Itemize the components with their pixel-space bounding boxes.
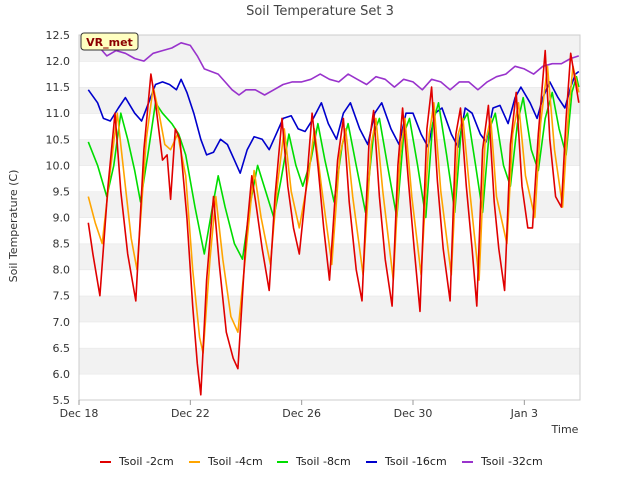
x-tick-label: Dec 26 [282,407,321,420]
grid-band [79,373,580,400]
station-badge-box [80,32,139,51]
legend-label: Tsoil -16cm [384,455,447,468]
station-badge: VR_met [80,32,139,51]
y-tick-label: 8.5 [53,238,71,251]
y-tick-label: 12.0 [46,55,71,68]
y-tick-label: 10.5 [46,133,71,146]
grid-band [79,321,580,348]
y-tick-label: 6.0 [53,368,71,381]
y-tick-label: 9.0 [53,212,71,225]
x-tick-label: Jan 3 [510,407,538,420]
y-axis-title: Soil Temperature (C) [7,170,20,283]
y-tick-label: 7.0 [53,316,71,329]
y-tick-label: 5.5 [53,394,71,407]
y-tick-label: 11.5 [46,81,71,94]
chart-title: Soil Temperature Set 3 [246,4,394,19]
series-line-tsoil-32cm [88,42,580,96]
y-tick-label: 12.5 [46,29,71,42]
legend-label: Tsoil -2cm [118,455,174,468]
legend-label: Tsoil -32cm [480,455,543,468]
station-badge-label: VR_met [86,36,133,49]
grid-band [79,139,580,166]
series-line-tsoil-16cm [87,70,580,174]
y-tick-label: 6.5 [53,342,71,355]
y-tick-label: 10.0 [46,159,71,172]
series-line-tsoil-4cm [87,65,580,354]
y-tick-label: 11.0 [46,107,71,120]
grid-band [79,295,580,322]
y-tick-label: 8.0 [53,264,71,277]
legend-label: Tsoil -4cm [207,455,263,468]
grid-band [79,87,580,114]
grid-band [79,347,580,374]
y-tick-label: 9.5 [53,185,71,198]
series-lines [87,42,580,396]
plot-area [78,34,581,401]
grid-band [79,217,580,244]
y-axis-ticks: 5.5 6.0 6.5 7.0 7.5 8.0 8.5 9.0 9.5 10.0 10.5 11.0 1… [46,29,71,407]
grid-band [79,35,580,62]
grid-bands [79,34,580,400]
grid-band [79,61,580,88]
x-tick-label: Dec 30 [394,407,433,420]
x-tick-label: Dec 22 [171,407,210,420]
legend-label: Tsoil -8cm [295,455,351,468]
legend: Tsoil -2cm Tsoil -4cm Tsoil -8cm Tsoil -16c… [100,455,543,468]
x-axis-title: Time [551,423,579,436]
x-tick-label: Dec 18 [60,407,99,420]
x-axis-ticks: Dec 18 Dec 22 Dec 26 Dec 30 Jan 3 [60,400,538,420]
series-line-tsoil-2cm [87,49,580,396]
y-tick-label: 7.5 [53,290,71,303]
grid-band [79,191,580,218]
